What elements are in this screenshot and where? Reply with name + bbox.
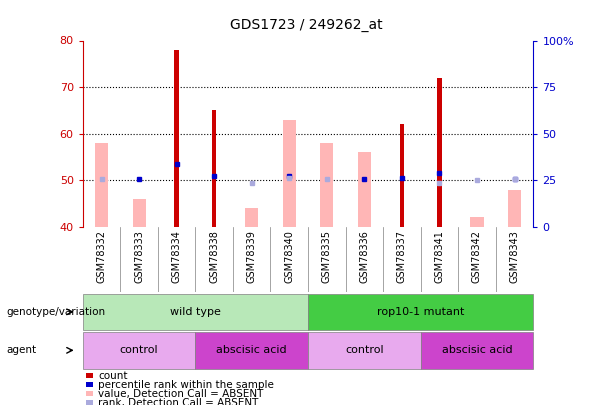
Text: GDS1723 / 249262_at: GDS1723 / 249262_at [230, 18, 383, 32]
Text: rank, Detection Call = ABSENT: rank, Detection Call = ABSENT [98, 398, 259, 405]
Bar [245, 208, 258, 227]
Text: agent: agent [6, 345, 36, 355]
Bar [470, 217, 484, 227]
Bar [212, 111, 216, 227]
Bar [320, 143, 333, 227]
Text: GSM78337: GSM78337 [397, 230, 407, 283]
Text: GSM78339: GSM78339 [246, 230, 257, 283]
Text: percentile rank within the sample: percentile rank within the sample [98, 380, 274, 390]
Bar [174, 50, 179, 227]
Bar [437, 78, 442, 227]
Text: GSM78333: GSM78333 [134, 230, 144, 283]
Bar [283, 120, 296, 227]
Text: GSM78338: GSM78338 [209, 230, 219, 283]
Text: control: control [120, 345, 158, 355]
Text: GSM78334: GSM78334 [172, 230, 181, 283]
Text: GSM78341: GSM78341 [435, 230, 444, 283]
Text: GSM78342: GSM78342 [472, 230, 482, 283]
Bar [400, 124, 404, 227]
Text: value, Detection Call = ABSENT: value, Detection Call = ABSENT [98, 389, 264, 399]
Bar [95, 143, 108, 227]
Text: GSM78340: GSM78340 [284, 230, 294, 283]
Text: GSM78343: GSM78343 [509, 230, 520, 283]
Bar [132, 199, 146, 227]
Text: wild type: wild type [170, 307, 221, 317]
Text: count: count [98, 371, 128, 381]
Text: abscisic acid: abscisic acid [216, 345, 287, 355]
Text: GSM78335: GSM78335 [322, 230, 332, 283]
Text: genotype/variation: genotype/variation [6, 307, 105, 317]
Text: control: control [345, 345, 384, 355]
Text: rop10-1 mutant: rop10-1 mutant [377, 307, 465, 317]
Text: GSM78336: GSM78336 [359, 230, 370, 283]
Text: abscisic acid: abscisic acid [442, 345, 512, 355]
Text: GSM78332: GSM78332 [96, 230, 107, 283]
Bar [358, 152, 371, 227]
Bar [508, 190, 521, 227]
